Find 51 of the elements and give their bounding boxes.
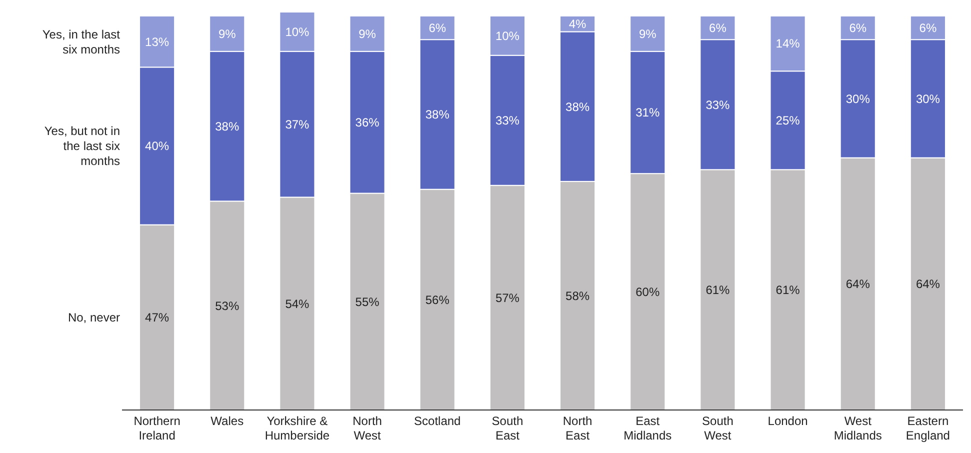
data-label: 54%	[285, 296, 310, 311]
x-tick-label: West Midlands	[834, 414, 882, 442]
series-label: No, never	[68, 310, 120, 325]
data-label: 13%	[145, 34, 170, 49]
data-label: 47%	[145, 310, 170, 325]
data-label: 36%	[355, 116, 380, 130]
data-label: 30%	[916, 92, 940, 106]
x-tick-label: London	[768, 414, 808, 428]
data-label: 6%	[919, 20, 937, 35]
data-label: 37%	[285, 118, 310, 132]
data-label: 25%	[776, 114, 800, 128]
data-label: 4%	[568, 17, 587, 32]
data-label: 14%	[776, 36, 800, 51]
data-label: 60%	[636, 284, 660, 299]
series-label: Yes, in the last six months	[42, 27, 121, 56]
data-label: 57%	[495, 290, 520, 305]
data-label: 30%	[846, 92, 870, 106]
data-label: 33%	[495, 114, 520, 128]
data-label: 9%	[218, 26, 236, 41]
data-label: 56%	[425, 292, 450, 307]
data-label: 64%	[846, 277, 870, 292]
data-label: 9%	[638, 26, 657, 41]
x-tick-label: East Midlands	[624, 414, 672, 442]
data-label: 9%	[358, 26, 376, 41]
data-label: 61%	[776, 283, 800, 298]
x-tick-label: North West	[352, 414, 382, 442]
data-label: 64%	[916, 277, 940, 292]
x-tick-label: Eastern England	[906, 414, 950, 442]
x-tick-label: South West	[702, 414, 734, 442]
data-label: 53%	[215, 298, 240, 313]
data-label: 38%	[566, 100, 590, 114]
data-label: 38%	[215, 119, 240, 134]
data-label: 61%	[706, 283, 730, 298]
data-label: 10%	[495, 28, 520, 43]
data-label: 6%	[849, 20, 867, 35]
series-label: Yes, but not in the last six months	[44, 124, 120, 168]
x-tick-label: North East	[562, 414, 592, 442]
data-label: 58%	[566, 288, 590, 303]
x-tick-label: Scotland	[414, 414, 461, 428]
data-label: 55%	[355, 294, 380, 309]
x-tick-label: Northern Ireland	[134, 414, 180, 442]
data-label: 6%	[428, 20, 446, 35]
data-label: 6%	[709, 20, 727, 35]
data-label: 38%	[425, 108, 450, 122]
x-tick-label: Yorkshire & Humberside	[264, 414, 330, 442]
x-tick-label: Wales	[210, 414, 244, 428]
data-label: 40%	[145, 139, 170, 154]
data-label: 33%	[706, 98, 730, 112]
data-label: 31%	[636, 106, 660, 120]
x-tick-label: South East	[492, 414, 524, 442]
data-label: 10%	[285, 24, 310, 39]
